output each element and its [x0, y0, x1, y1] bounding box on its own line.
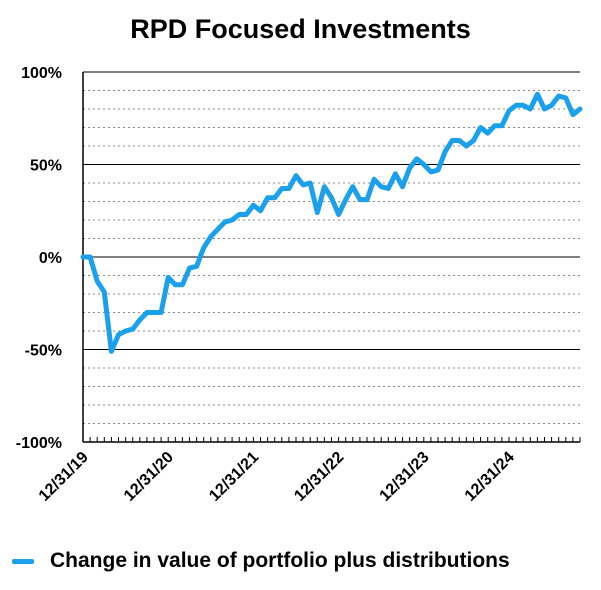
x-tick-label: 12/31/23 [377, 449, 433, 505]
x-axis-ticks: 12/31/19 12/31/20 12/31/21 12/31/22 12/31/23… [36, 449, 518, 505]
series-layer [80, 91, 583, 354]
y-tick-label: 100% [21, 65, 62, 82]
x-tick-label: 12/31/19 [36, 449, 92, 505]
x-tick-label: 12/31/24 [462, 449, 518, 505]
line-chart: 100%50%0%-50%-100% 12/31/19 12/31/20 12/31… [16, 65, 583, 505]
y-tick-label: -50% [25, 343, 62, 360]
x-tick-label: 12/31/20 [121, 449, 177, 505]
y-tick-label: 50% [30, 158, 62, 175]
y-tick-label: 0% [39, 250, 62, 267]
x-tick-label: 12/31/21 [206, 449, 262, 505]
y-tick-label: -100% [16, 435, 62, 452]
legend-label: Change in value of portfolio plus distri… [50, 549, 510, 572]
series-line [80, 91, 583, 354]
legend-swatch [12, 558, 34, 564]
chart-title: RPD Focused Investments [130, 14, 471, 44]
x-tick-label: 12/31/22 [291, 449, 347, 505]
gridlines [82, 71, 581, 443]
legend: Change in value of portfolio plus distri… [12, 549, 510, 573]
y-axis-ticks: 100% 50% 0% -50% -100% [16, 65, 62, 452]
